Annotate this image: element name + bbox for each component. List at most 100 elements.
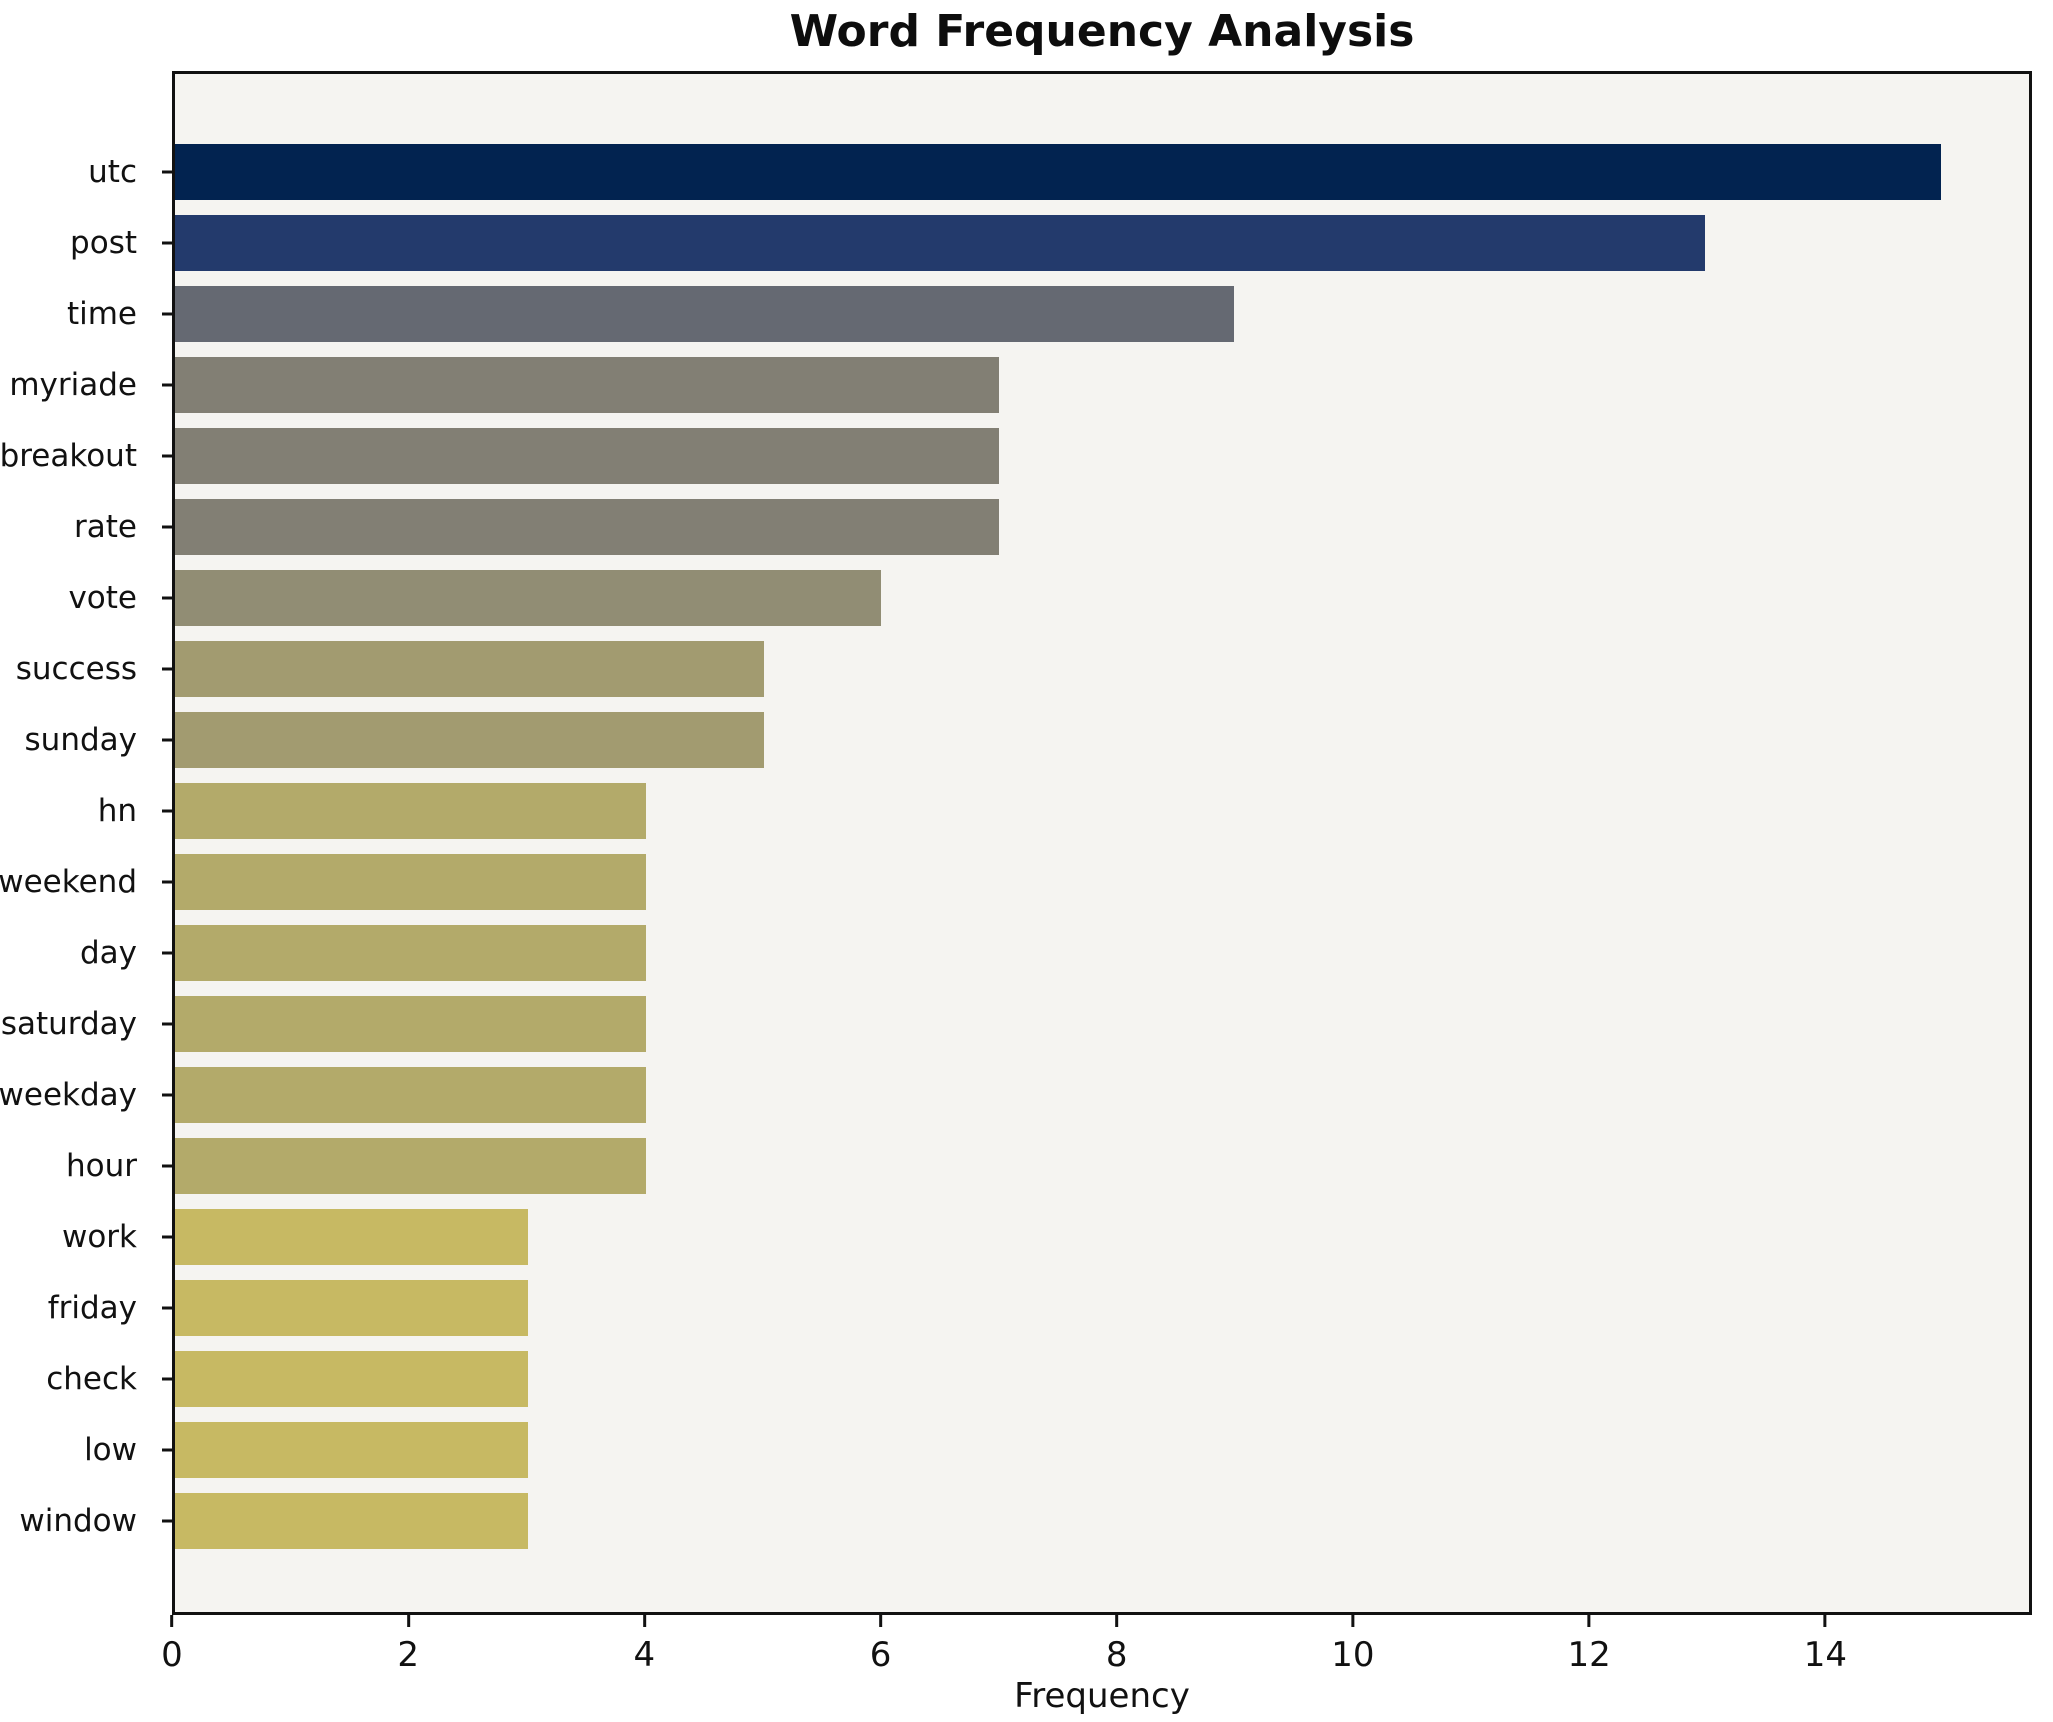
- y-tick-mark: [162, 1377, 172, 1380]
- category-label: check: [46, 1360, 137, 1397]
- category-label: time: [66, 295, 137, 332]
- bar-rows: utc post time myriade breakout rate vote succes…: [0, 136, 2029, 1556]
- y-tick-mark: [162, 1164, 172, 1167]
- category-label: work: [61, 1218, 137, 1255]
- category-label: saturday: [0, 1005, 137, 1042]
- category-label: day: [79, 934, 137, 971]
- bar: [175, 1066, 646, 1123]
- bar-row: work: [62, 1201, 2029, 1272]
- bar-row: hn: [98, 775, 2029, 846]
- bar: [175, 853, 646, 910]
- y-tick-mark: [162, 454, 172, 457]
- y-tick-mark: [162, 170, 172, 173]
- category-label: utc: [88, 153, 137, 190]
- y-tick-mark: [162, 596, 172, 599]
- y-tick-mark: [162, 1448, 172, 1451]
- x-tick-mark: [1115, 1615, 1119, 1627]
- bar-row: myriade: [9, 349, 2029, 420]
- x-tick-mark: [1587, 1615, 1591, 1627]
- bar: [175, 1492, 529, 1549]
- category-label: sunday: [24, 721, 137, 758]
- x-tick-mark: [879, 1615, 883, 1627]
- x-tick-label: 12: [1567, 1635, 1611, 1675]
- bar: [175, 498, 999, 555]
- x-tick-label: 4: [633, 1635, 656, 1675]
- y-tick-mark: [162, 667, 172, 670]
- category-label: vote: [68, 579, 137, 616]
- y-tick-mark: [162, 1093, 172, 1096]
- x-tick-mark: [170, 1615, 174, 1627]
- chart-title: Word Frequency Analysis: [789, 6, 1415, 57]
- bar-row: success: [16, 633, 2029, 704]
- category-label: low: [84, 1431, 137, 1468]
- y-tick-mark: [162, 809, 172, 812]
- category-label: hn: [97, 792, 137, 829]
- plot-area: utc post time myriade breakout rate vote succes…: [0, 71, 2032, 1615]
- x-tick: 12: [1568, 1615, 1611, 1675]
- y-tick-mark: [162, 1519, 172, 1522]
- category-label: rate: [74, 508, 137, 545]
- category-label: hour: [65, 1147, 137, 1184]
- bar: [175, 1137, 646, 1194]
- y-tick-mark: [162, 738, 172, 741]
- bar-row: saturday: [1, 988, 2029, 1059]
- bar-row: breakout: [0, 420, 2029, 491]
- bar-row: vote: [68, 562, 2029, 633]
- bar: [175, 782, 646, 839]
- x-tick-mark: [1823, 1615, 1827, 1627]
- y-tick-mark: [162, 1022, 172, 1025]
- bar-row: post: [70, 207, 2029, 278]
- category-label: post: [70, 224, 137, 261]
- x-tick-mark: [406, 1615, 410, 1627]
- category-label: weekend: [0, 863, 137, 900]
- y-tick-mark: [162, 383, 172, 386]
- x-tick-label: 2: [397, 1635, 420, 1675]
- y-tick-mark: [162, 1235, 172, 1238]
- x-tick: 0: [161, 1615, 183, 1675]
- bar: [175, 1350, 529, 1407]
- bar-row: low: [84, 1414, 2029, 1485]
- y-tick-mark: [162, 312, 172, 315]
- y-tick-mark: [162, 525, 172, 528]
- bar: [175, 1279, 529, 1336]
- category-label: weekday: [0, 1076, 137, 1113]
- category-label: myriade: [9, 366, 137, 403]
- x-tick: 8: [1106, 1615, 1128, 1675]
- x-tick-label: 14: [1803, 1635, 1847, 1675]
- category-label: success: [15, 650, 137, 687]
- bar: [175, 1208, 529, 1265]
- bar-row: time: [67, 278, 2029, 349]
- bar: [175, 427, 999, 484]
- x-tick-label: 6: [869, 1635, 892, 1675]
- bar: [175, 356, 999, 413]
- x-tick-mark: [642, 1615, 646, 1627]
- bar-row: hour: [66, 1130, 2029, 1201]
- x-tick: 2: [397, 1615, 419, 1675]
- bar: [175, 569, 882, 626]
- x-tick-label: 10: [1331, 1635, 1375, 1675]
- bar: [175, 214, 1706, 271]
- x-tick: 4: [633, 1615, 656, 1675]
- bar: [175, 995, 646, 1052]
- bar-row: friday: [48, 1272, 2029, 1343]
- x-tick-mark: [1351, 1615, 1355, 1627]
- x-tick: 6: [869, 1615, 892, 1675]
- bar: [175, 143, 1941, 200]
- bar: [175, 711, 764, 768]
- x-tick: 14: [1804, 1615, 1847, 1675]
- bar-row: weekday: [0, 1059, 2029, 1130]
- category-label: friday: [47, 1289, 137, 1326]
- bar-row: rate: [74, 491, 2029, 562]
- bar-row: sunday: [25, 704, 2029, 775]
- x-tick-label: 0: [161, 1635, 183, 1675]
- category-label: breakout: [0, 437, 137, 474]
- bar-row: check: [46, 1343, 2029, 1414]
- bar-row: weekend: [0, 846, 2029, 917]
- category-label: window: [19, 1502, 137, 1539]
- bar-row: window: [19, 1485, 2029, 1556]
- bar: [175, 640, 764, 697]
- bar: [175, 924, 646, 981]
- x-tick-label: 8: [1105, 1635, 1128, 1675]
- y-tick-mark: [162, 951, 172, 954]
